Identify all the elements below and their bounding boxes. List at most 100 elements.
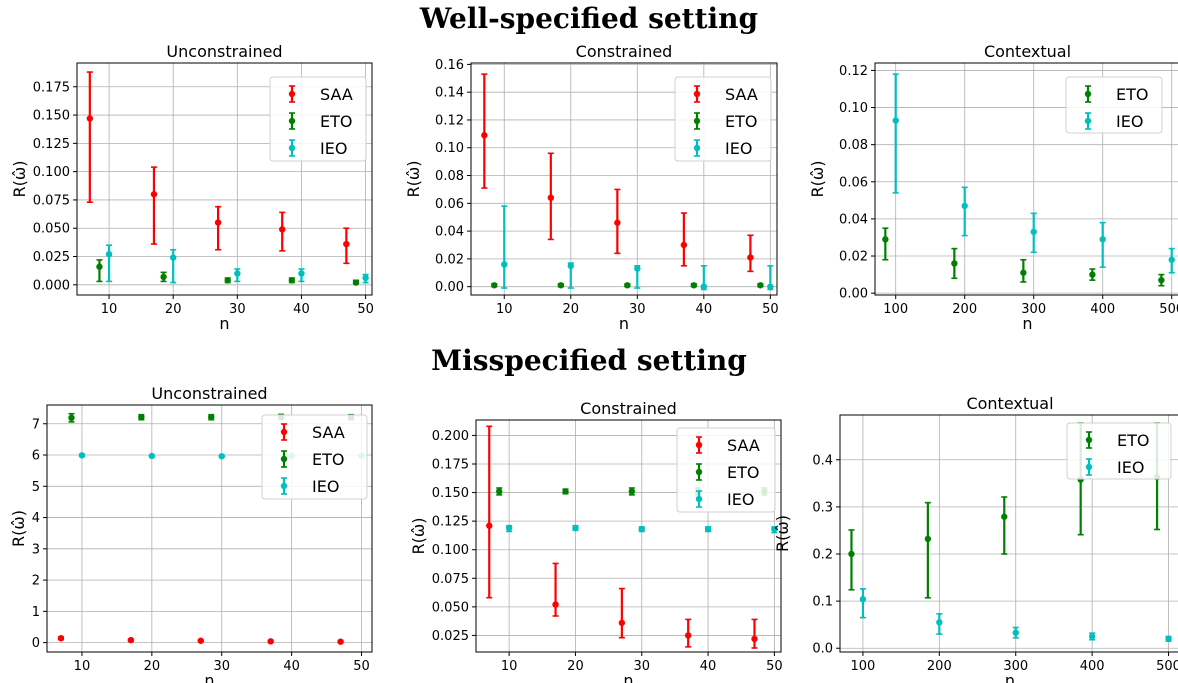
data-point-ieo xyxy=(505,524,513,532)
data-point-ieo xyxy=(859,596,867,603)
data-point-eto xyxy=(924,535,932,543)
chart-panel-2: 10 20 30 40 50 0.00 0.02 0.04 0.06 0.08 0.10 0.12 0.… xyxy=(404,42,779,333)
x-tick-label: 50 xyxy=(766,659,783,674)
legend-label: ETO xyxy=(1116,85,1148,104)
data-point-saa xyxy=(481,132,488,139)
x-tick-label: 30 xyxy=(229,302,246,317)
data-point-saa xyxy=(150,191,158,198)
data-point-saa xyxy=(751,635,758,643)
chart-title: Contextual xyxy=(984,42,1071,61)
data-point-saa xyxy=(86,115,94,122)
x-tick-label: 30 xyxy=(213,659,230,674)
legend-label: IEO xyxy=(1117,458,1144,477)
data-point-ieo xyxy=(892,117,899,124)
y-axis-label: R(ω̂) xyxy=(10,161,29,198)
legend-box xyxy=(1066,422,1172,480)
data-point-eto xyxy=(882,236,889,243)
x-tick-label: 10 xyxy=(101,302,118,317)
y-tick-label: 0.150 xyxy=(33,109,70,124)
y-tick-label: 0.050 xyxy=(432,600,469,615)
legend-label: IEO xyxy=(725,139,752,158)
plot-frame xyxy=(76,62,373,296)
legend-label: SAA xyxy=(312,423,345,442)
legend-label: IEO xyxy=(727,490,754,509)
data-point-ieo xyxy=(1030,228,1037,236)
y-tick-label: 0.125 xyxy=(33,137,70,152)
data-point-saa xyxy=(680,241,688,249)
x-tick-label: 10 xyxy=(501,659,518,674)
data-point-saa xyxy=(552,601,559,608)
data-point-saa xyxy=(614,219,621,226)
y-tick-label: 1 xyxy=(32,605,40,620)
legend-label: IEO xyxy=(1116,112,1143,131)
data-point-ieo xyxy=(218,453,225,460)
y-tick-label: 0.08 xyxy=(435,169,464,184)
x-tick-label: 400 xyxy=(1080,659,1105,674)
x-axis-label: n xyxy=(623,671,633,683)
chart-title: Contextual xyxy=(966,394,1053,413)
y-tick-label: 0.04 xyxy=(435,225,464,240)
data-point-ieo xyxy=(634,265,641,272)
x-tick-label: 500 xyxy=(1159,302,1178,317)
x-tick-label: 20 xyxy=(563,302,580,317)
y-tick-label: 0.125 xyxy=(432,515,469,530)
y-tick-label: 0.00 xyxy=(839,287,868,302)
legend-label: ETO xyxy=(320,112,352,131)
chart-title: Constrained xyxy=(580,399,677,418)
x-tick-label: 50 xyxy=(353,659,370,674)
legend-marker-point xyxy=(280,428,288,436)
legend-box xyxy=(261,414,368,500)
data-point-eto xyxy=(208,413,215,421)
y-tick-label: 0.06 xyxy=(435,197,464,212)
y-axis-label: R(ω̂) xyxy=(404,161,423,198)
data-point-saa xyxy=(197,637,204,644)
y-tick-label: 0.02 xyxy=(435,252,464,267)
data-point-ieo xyxy=(700,283,708,290)
data-point-ieo xyxy=(148,452,156,460)
data-point-eto xyxy=(562,488,569,495)
x-axis-label: n xyxy=(1005,671,1015,683)
y-tick-label: 0.00 xyxy=(435,280,464,295)
data-point-ieo xyxy=(1165,635,1172,643)
data-point-saa xyxy=(57,635,65,642)
chart-panel-3: 100 200 300 400 500 0.00 0.02 0.04 0.06 0.08 0.10 0… xyxy=(808,42,1178,333)
data-point-saa xyxy=(127,636,135,644)
legend-marker-point xyxy=(693,90,701,98)
well-specified-title: Well-specified setting xyxy=(419,2,759,35)
data-point-ieo xyxy=(638,525,645,533)
data-point-ieo xyxy=(169,254,177,261)
legend-marker-point xyxy=(695,495,703,503)
y-axis-label: R(ω̂) xyxy=(409,518,428,555)
chart-title: Constrained xyxy=(576,42,673,61)
y-tick-label: 0.1 xyxy=(812,595,833,610)
y-axis-label: R(ω̂) xyxy=(773,515,792,552)
legend-label: ETO xyxy=(312,450,344,469)
x-tick-label: 40 xyxy=(696,302,713,317)
data-point-ieo xyxy=(767,283,774,290)
legend-marker-point xyxy=(280,455,288,463)
y-tick-label: 0.06 xyxy=(839,175,868,190)
plot-frame xyxy=(475,419,782,653)
data-point-ieo xyxy=(234,270,241,277)
plot-frame xyxy=(874,62,1178,296)
data-point-eto xyxy=(1158,276,1165,284)
y-tick-label: 0.100 xyxy=(33,165,70,180)
legend-marker-point xyxy=(1084,117,1092,125)
data-point-saa xyxy=(343,240,350,248)
data-point-eto xyxy=(951,260,958,267)
chart-panel-5: 10 20 30 40 50 0.025 0.050 0.075 0.100 0.125 0.150… xyxy=(409,399,783,683)
data-point-eto xyxy=(628,488,636,495)
data-point-ieo xyxy=(1099,236,1106,243)
legend-marker-point xyxy=(1085,463,1093,471)
y-tick-label: 0.075 xyxy=(33,193,70,208)
y-tick-label: 2 xyxy=(32,574,40,589)
data-point-ieo xyxy=(1088,633,1096,640)
legend-marker-point xyxy=(288,144,296,152)
data-point-eto xyxy=(288,277,296,284)
data-point-ieo xyxy=(572,524,579,532)
data-point-eto xyxy=(1020,269,1027,276)
x-tick-label: 10 xyxy=(496,302,513,317)
legend-marker-point xyxy=(693,144,701,152)
legend-marker-point xyxy=(288,90,296,98)
x-tick-label: 20 xyxy=(567,659,584,674)
